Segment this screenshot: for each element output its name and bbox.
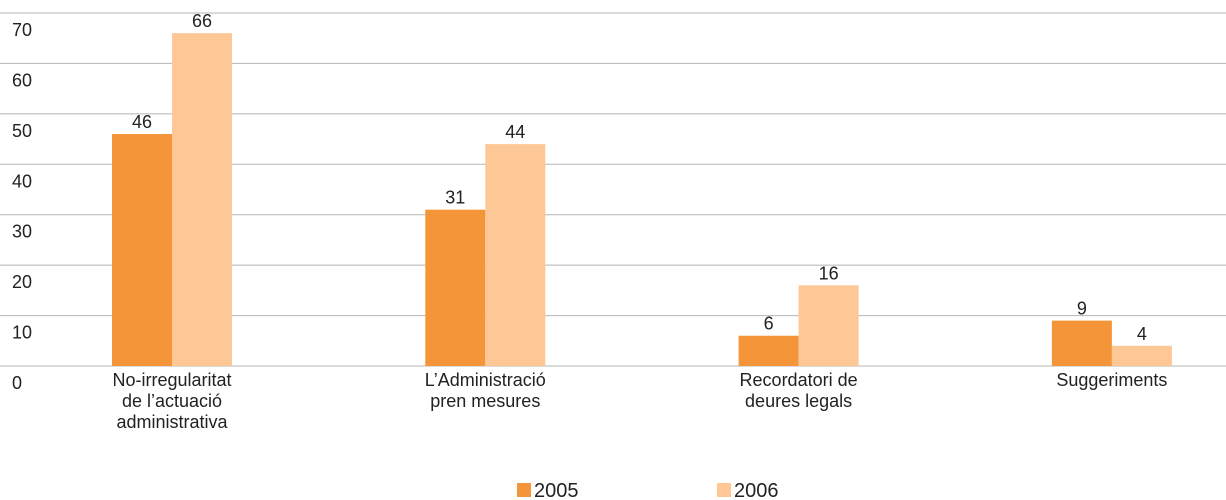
x-tick-label: L’Administració pren mesures <box>425 370 546 411</box>
y-tick-label: 10 <box>12 323 32 343</box>
value-label: 6 <box>764 314 774 334</box>
value-label: 44 <box>505 122 525 142</box>
legend-label: 2006 <box>734 480 779 500</box>
value-label: 46 <box>132 112 152 132</box>
legend-swatch <box>717 483 731 497</box>
y-tick-label: 0 <box>12 373 22 393</box>
value-label: 16 <box>819 263 839 283</box>
bar <box>425 209 486 366</box>
y-tick-label: 70 <box>12 20 32 40</box>
bar <box>798 285 859 366</box>
bar <box>172 33 232 367</box>
x-tick-label: Recordatori de deures legals <box>740 370 858 411</box>
legend-label: 2005 <box>534 480 579 500</box>
bar <box>1051 320 1112 366</box>
y-tick-label: 20 <box>12 272 32 292</box>
y-tick-label: 60 <box>12 70 32 90</box>
y-tick-label: 40 <box>12 171 32 191</box>
bar <box>1111 345 1172 366</box>
y-tick-label: 30 <box>12 222 32 242</box>
y-tick-label: 50 <box>12 121 32 141</box>
x-tick-label: Suggeriments <box>1056 370 1167 390</box>
bar <box>738 335 799 366</box>
bar <box>485 144 546 366</box>
bar <box>112 134 172 366</box>
x-tick-label: No-irregularitat de l’actuació administrat… <box>112 370 231 432</box>
value-label: 9 <box>1077 299 1087 319</box>
value-label: 31 <box>445 188 465 208</box>
value-label: 4 <box>1137 324 1147 344</box>
legend-swatch <box>517 483 531 497</box>
value-label: 66 <box>192 11 212 31</box>
